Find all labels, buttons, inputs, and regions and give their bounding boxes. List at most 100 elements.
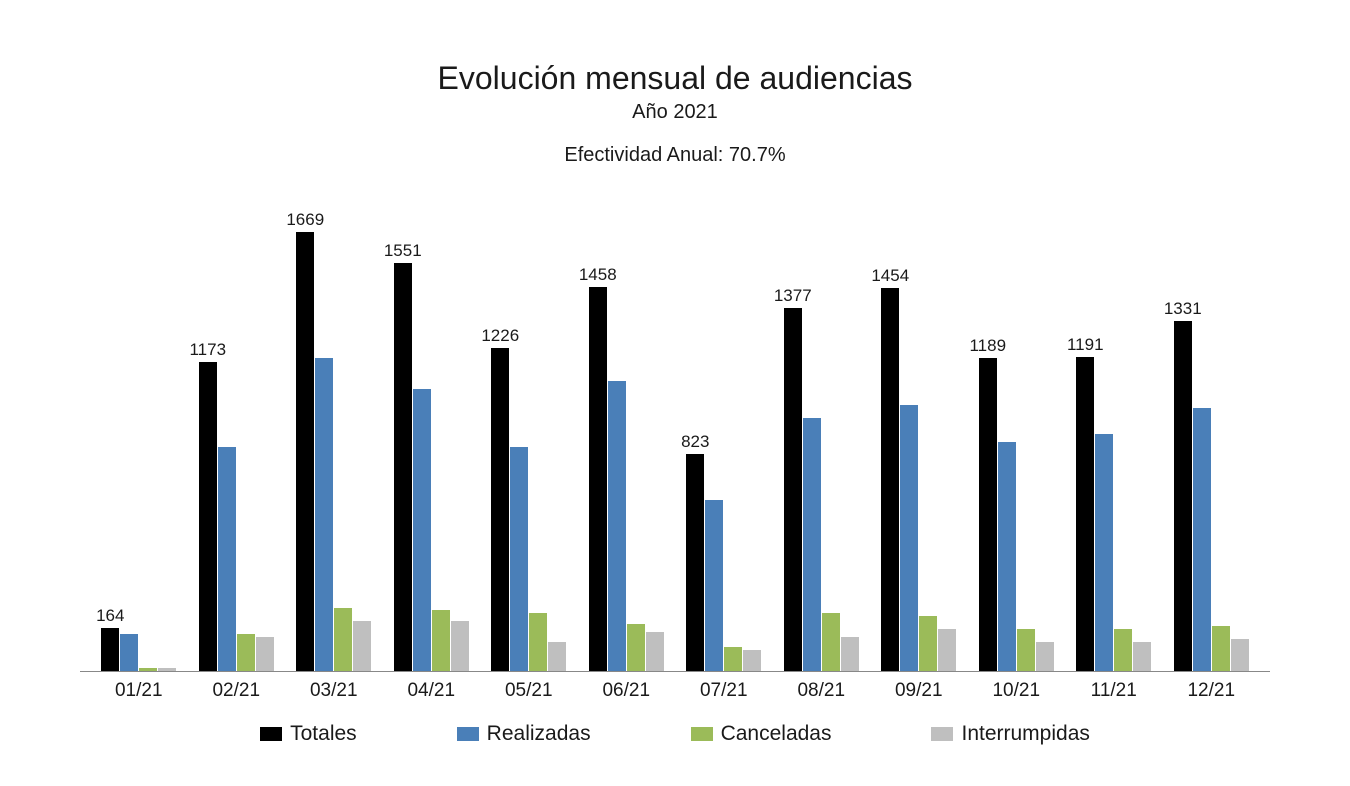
legend-swatch: [931, 727, 953, 741]
bar-totales: 1458: [589, 287, 607, 671]
month-group: 1669: [285, 197, 383, 671]
legend-label: Canceladas: [721, 722, 832, 746]
x-axis-label: 01/21: [90, 680, 188, 702]
month-group: 1551: [383, 197, 481, 671]
month-group: 1226: [480, 197, 578, 671]
bar-value-label: 1458: [579, 265, 617, 285]
bar-totales: 1551: [394, 263, 412, 671]
bar-value-label: 1331: [1164, 299, 1202, 319]
bar-value-label: 1226: [481, 326, 519, 346]
bar-canceladas: [334, 608, 352, 671]
bar-realizadas: [218, 447, 236, 671]
x-axis-label: 02/21: [188, 680, 286, 702]
bar-realizadas: [998, 442, 1016, 671]
bar-totales: 1331: [1174, 321, 1192, 671]
bar-canceladas: [139, 668, 157, 671]
bar-totales: 1377: [784, 308, 802, 671]
x-axis-label: 11/21: [1065, 680, 1163, 702]
bar-interrumpidas: [256, 637, 274, 671]
bar-interrumpidas: [353, 621, 371, 671]
bar-interrumpidas: [743, 650, 761, 671]
x-axis-label: 07/21: [675, 680, 773, 702]
x-axis-label: 05/21: [480, 680, 578, 702]
bar-totales: 823: [686, 454, 704, 671]
bar-realizadas: [1095, 434, 1113, 671]
bar-interrumpidas: [1036, 642, 1054, 671]
bar-realizadas: [803, 418, 821, 671]
bar-value-label: 1173: [189, 340, 226, 360]
legend-item: Canceladas: [691, 722, 832, 746]
bar-canceladas: [432, 610, 450, 671]
bar-canceladas: [919, 616, 937, 671]
bar-value-label: 1377: [774, 286, 812, 306]
bar-interrumpidas: [938, 629, 956, 671]
bar-totales: 164: [101, 628, 119, 671]
month-group: 1173: [188, 197, 286, 671]
month-group: 1189: [968, 197, 1066, 671]
bar-canceladas: [1017, 629, 1035, 671]
bar-realizadas: [315, 358, 333, 671]
bar-value-label: 1189: [969, 336, 1006, 356]
plot-area: 1641173166915511226145882313771454118911…: [80, 197, 1270, 702]
chart-title: Evolución mensual de audiencias: [80, 60, 1270, 97]
bar-realizadas: [608, 381, 626, 671]
bar-value-label: 1669: [286, 210, 324, 230]
bar-interrumpidas: [158, 668, 176, 671]
bar-interrumpidas: [451, 621, 469, 671]
month-group: 1191: [1065, 197, 1163, 671]
bar-realizadas: [900, 405, 918, 671]
x-axis-label: 08/21: [773, 680, 871, 702]
bar-canceladas: [1212, 626, 1230, 671]
bar-canceladas: [627, 624, 645, 671]
x-axis-label: 06/21: [578, 680, 676, 702]
bar-interrumpidas: [1133, 642, 1151, 671]
bar-canceladas: [237, 634, 255, 671]
legend-label: Interrumpidas: [961, 722, 1089, 746]
x-axis-label: 12/21: [1163, 680, 1261, 702]
bar-value-label: 164: [96, 606, 124, 626]
bar-interrumpidas: [548, 642, 566, 671]
chart-container: Evolución mensual de audiencias Año 2021…: [0, 0, 1350, 786]
legend-label: Totales: [290, 722, 357, 746]
bar-totales: 1173: [199, 362, 217, 671]
x-axis-label: 09/21: [870, 680, 968, 702]
bar-realizadas: [413, 389, 431, 671]
bar-totales: 1191: [1076, 357, 1094, 671]
bar-value-label: 823: [681, 432, 709, 452]
x-axis-label: 10/21: [968, 680, 1066, 702]
x-axis-labels: 01/2102/2103/2104/2105/2106/2107/2108/21…: [80, 672, 1270, 702]
legend-swatch: [457, 727, 479, 741]
legend-item: Totales: [260, 722, 357, 746]
bars-area: 1641173166915511226145882313771454118911…: [80, 197, 1270, 672]
bar-interrumpidas: [841, 637, 859, 671]
bar-value-label: 1191: [1067, 335, 1104, 355]
bar-realizadas: [120, 634, 138, 671]
bar-realizadas: [510, 447, 528, 671]
month-group: 1377: [773, 197, 871, 671]
bar-totales: 1454: [881, 288, 899, 671]
chart-subtitle: Año 2021: [80, 101, 1270, 124]
bar-value-label: 1454: [871, 266, 909, 286]
bar-totales: 1189: [979, 358, 997, 671]
bar-canceladas: [529, 613, 547, 671]
month-group: 1458: [578, 197, 676, 671]
bar-interrumpidas: [1231, 639, 1249, 671]
legend-swatch: [691, 727, 713, 741]
month-group: 823: [675, 197, 773, 671]
bar-totales: 1669: [296, 232, 314, 672]
legend: Totales Realizadas Canceladas Interrumpidas: [80, 722, 1270, 746]
bar-realizadas: [705, 500, 723, 671]
bar-totales: 1226: [491, 348, 509, 671]
legend-item: Realizadas: [457, 722, 591, 746]
bar-value-label: 1551: [384, 241, 422, 261]
month-group: 1454: [870, 197, 968, 671]
x-axis-label: 04/21: [383, 680, 481, 702]
bar-canceladas: [822, 613, 840, 671]
legend-swatch: [260, 727, 282, 741]
bar-realizadas: [1193, 408, 1211, 671]
month-group: 164: [90, 197, 188, 671]
bar-canceladas: [724, 647, 742, 671]
x-axis-label: 03/21: [285, 680, 383, 702]
legend-item: Interrumpidas: [931, 722, 1089, 746]
month-group: 1331: [1163, 197, 1261, 671]
